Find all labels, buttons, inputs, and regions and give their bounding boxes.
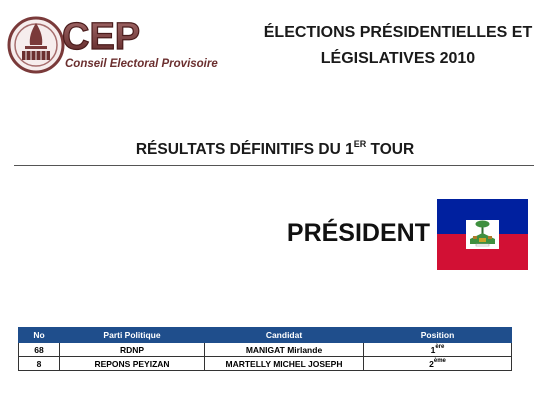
divider <box>14 165 534 166</box>
svg-text:Conseil Electoral Provisoire: Conseil Electoral Provisoire <box>65 58 218 70</box>
column-header-party: Parti Politique <box>59 327 205 343</box>
cell-position: 1ère <box>363 342 512 357</box>
cell-party: RDNP <box>59 342 205 357</box>
cell-party: REPONS PEYIZAN <box>59 356 205 371</box>
position-suffix: ère <box>435 343 445 350</box>
cep-emblem-icon <box>7 16 65 74</box>
position-suffix: ème <box>433 357 446 364</box>
table-header-row: No Parti Politique Candidat Position <box>18 327 512 343</box>
column-header-no: No <box>18 327 60 343</box>
cell-candidate: MANIGAT Mirlande <box>204 342 364 357</box>
position-number: 1 <box>430 344 436 355</box>
subtitle-superscript: ER <box>353 139 367 149</box>
cell-position: 2ème <box>363 356 512 371</box>
column-header-candidate: Candidat <box>204 327 364 343</box>
subtitle-tail: TOUR <box>366 141 415 159</box>
column-header-position: Position <box>363 327 512 343</box>
svg-text:CEP: CEP <box>62 16 140 58</box>
cell-no: 8 <box>18 356 60 371</box>
table-row: 8 REPONS PEYIZAN MARTELLY MICHEL JOSEPH … <box>18 356 512 371</box>
title-line-2: LÉGISLATIVES 2010 <box>320 50 476 67</box>
table-row: 68 RDNP MANIGAT Mirlande 1ère <box>18 342 512 357</box>
cep-logo: CEP Conseil Electoral Provisoire <box>6 11 218 79</box>
results-subtitle: RÉSULTATS DÉFINITIFS DU 1ER TOUR <box>0 139 550 159</box>
document-title: ÉLECTIONS PRÉSIDENTIELLES ET LÉGISLATIVE… <box>252 20 544 72</box>
haiti-flag-icon <box>437 199 528 270</box>
results-table: No Parti Politique Candidat Position 68 … <box>18 327 512 371</box>
office-heading: PRÉSIDENT <box>286 219 430 247</box>
subtitle-text: RÉSULTATS DÉFINITIFS DU 1 <box>135 141 354 159</box>
cell-candidate: MARTELLY MICHEL JOSEPH <box>204 356 364 371</box>
position-number: 2 <box>429 358 434 369</box>
cell-no: 68 <box>18 342 60 357</box>
title-line-1: ÉLECTIONS PRÉSIDENTIELLES ET <box>263 24 533 41</box>
